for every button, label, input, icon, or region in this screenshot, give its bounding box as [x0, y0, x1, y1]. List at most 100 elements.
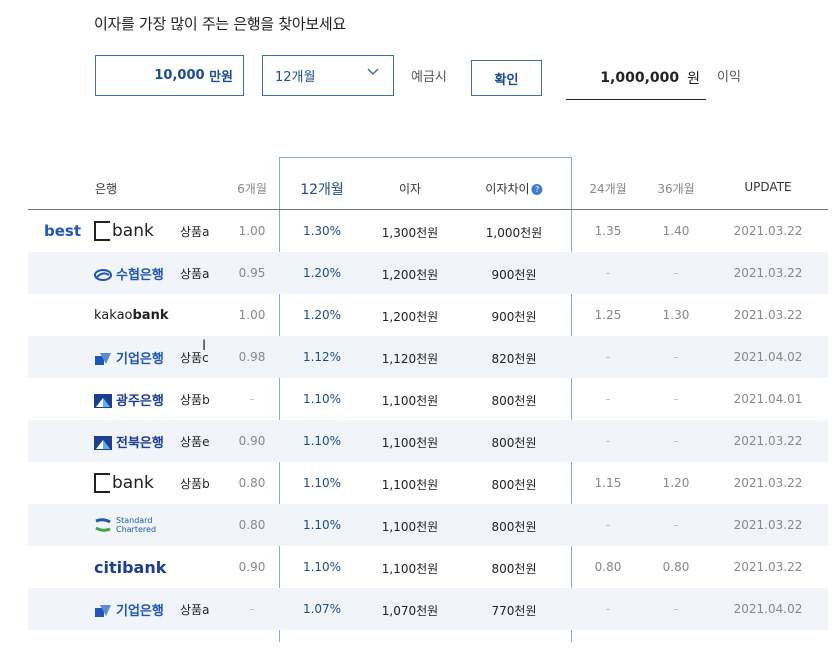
- rate-12m: 1.10%: [302, 434, 342, 448]
- rate-24m: -: [605, 518, 611, 532]
- update-date: 2021.03.22: [733, 224, 803, 238]
- citibank-logo: citibank: [94, 557, 167, 577]
- rate-24m: -: [605, 266, 611, 280]
- rate-12m: 1.10%: [302, 392, 342, 406]
- rate-24m: -: [605, 434, 611, 448]
- interest-amount: 1,300천원: [381, 226, 439, 240]
- suhyup-logo: 수협은행: [94, 264, 164, 283]
- col-update: UPDATE: [744, 180, 792, 194]
- rate-36m: -: [673, 266, 679, 280]
- product-name: 상품b: [180, 477, 210, 491]
- profit-label: 이익: [717, 70, 741, 85]
- best-badge: best: [44, 222, 82, 240]
- rate-6m: 1.00: [238, 224, 266, 238]
- amount-value: 10,000: [154, 68, 205, 83]
- rate-36m: -: [673, 392, 679, 406]
- profit-value: 1,000,000: [600, 69, 680, 86]
- col-diff: 이자차이?: [485, 180, 543, 197]
- product-name: 상품a: [180, 267, 210, 281]
- product-name: 상품b: [180, 393, 210, 407]
- rate-36m: -: [673, 434, 679, 448]
- profit-display: 1,000,000 원: [566, 56, 706, 100]
- info-icon[interactable]: ?: [531, 184, 543, 195]
- rate-6m: -: [249, 392, 255, 406]
- rate-24m: -: [605, 392, 611, 406]
- table-row[interactable]: citibank 0.90 1.10% 1,100천원 800천원 0.80 0.80 202…: [28, 546, 828, 588]
- amount-input[interactable]: 10,000 만원: [95, 55, 244, 96]
- rate-6m: 0.80: [238, 518, 266, 532]
- period-select[interactable]: 12개월: [262, 55, 394, 96]
- interest-diff: 900천원: [491, 310, 537, 324]
- interest-diff: 800천원: [491, 478, 537, 492]
- interest-amount: 1,100천원: [381, 394, 439, 408]
- ibk-logo: 기업은행: [94, 600, 164, 619]
- table-row[interactable]: 전북은행 상품e 0.90 1.10% 1,100천원 800천원 - - 2021.03.22: [28, 420, 828, 462]
- col-6m[interactable]: 6개월: [237, 182, 267, 196]
- rate-12m: 1.20%: [302, 266, 342, 280]
- table-row[interactable]: 기업은행 상품a - 1.07% 1,070천원 770천원 - - 2021.04.02: [28, 588, 828, 630]
- table-row[interactable]: best Kbank 상품a 1.00 1.30% 1,300천원 1,000천원 1.35 1…: [28, 210, 828, 252]
- rate-36m: 1.30: [662, 308, 690, 322]
- update-date: 2021.03.22: [733, 518, 803, 532]
- bank-logo: 수협은행: [94, 252, 164, 294]
- bank-logo: citibank: [94, 546, 166, 588]
- interest-amount: 1,120천원: [381, 352, 439, 366]
- kbank-logo: Kbank: [94, 473, 154, 493]
- rate-6m: 0.90: [238, 560, 266, 574]
- interest-amount: 1,200천원: [381, 310, 439, 324]
- rate-24m: 1.15: [594, 476, 622, 490]
- update-date: 2021.03.22: [733, 476, 803, 490]
- rate-24m: -: [605, 350, 611, 364]
- table-row[interactable]: 기업은행 상품c 0.98 1.12% 1,120천원 820천원 - - 2021.04.02: [28, 336, 828, 378]
- rate-12m: 1.20%: [302, 308, 342, 322]
- bank-logo: Kbank: [94, 210, 154, 252]
- rate-12m: 1.10%: [302, 518, 342, 532]
- interest-diff: 770천원: [491, 604, 537, 618]
- rate-36m: -: [673, 350, 679, 364]
- rate-6m: 0.90: [238, 434, 266, 448]
- table-row[interactable]: 수협은행 상품a 0.95 1.20% 1,200천원 900천원 - - 2021.03.22: [28, 252, 828, 294]
- table-row[interactable]: 광주은행 상품b - 1.10% 1,100천원 800천원 - - 2021.04.01: [28, 378, 828, 420]
- rate-36m: 1.20: [662, 476, 690, 490]
- interest-diff: 800천원: [491, 562, 537, 576]
- update-date: 2021.04.02: [733, 350, 803, 364]
- rate-24m: 1.25: [594, 308, 622, 322]
- chevron-down-icon: [367, 68, 379, 76]
- standard-chartered-logo: Standard Chartered: [94, 516, 156, 534]
- rate-6m: 0.80: [238, 476, 266, 490]
- col-bank: 은행: [94, 182, 118, 196]
- product-name: 상품a: [180, 225, 210, 239]
- rate-12m: 1.07%: [302, 602, 342, 616]
- col-12m[interactable]: 12개월: [300, 182, 344, 198]
- page-title: 이자를 가장 많이 주는 은행을 찾아보세요: [94, 15, 346, 33]
- rate-24m: -: [605, 602, 611, 616]
- col-diff-label: 이자차이: [485, 182, 530, 196]
- jeonbuk-bank-logo: 전북은행: [94, 432, 164, 451]
- rate-36m: -: [673, 518, 679, 532]
- kakaobank-logo: kakaobank: [94, 307, 169, 323]
- interest-diff: 800천원: [491, 520, 537, 534]
- product-name: 상품c: [180, 351, 209, 365]
- col-24m[interactable]: 24개월: [589, 182, 627, 196]
- update-date: 2021.04.02: [733, 602, 803, 616]
- profit-unit: 원: [687, 70, 700, 87]
- interest-diff: 820천원: [491, 352, 537, 366]
- ibk-logo: 기업은행: [94, 348, 164, 367]
- interest-amount: 1,100천원: [381, 478, 439, 492]
- interest-diff: 1,000천원: [485, 226, 543, 240]
- table-row[interactable]: kakaobank 1.00 1.20% 1,200천원 900천원 1.25 1.30 20…: [28, 294, 828, 336]
- interest-amount: 1,070천원: [381, 604, 439, 618]
- kbank-logo: Kbank: [94, 221, 154, 241]
- update-date: 2021.03.22: [733, 560, 803, 574]
- rate-12m: 1.10%: [302, 476, 342, 490]
- table-row[interactable]: Kbank 상품b 0.80 1.10% 1,100천원 800천원 1.15 1.20 202…: [28, 462, 828, 504]
- interest-amount: 1,100천원: [381, 562, 439, 576]
- rate-36m: -: [673, 602, 679, 616]
- col-36m[interactable]: 36개월: [657, 182, 695, 196]
- bank-logo: 기업은행: [94, 336, 164, 378]
- bank-logo: 광주은행: [94, 378, 164, 420]
- bank-logo: 기업은행: [94, 588, 164, 630]
- confirm-button[interactable]: 확인: [471, 60, 542, 96]
- table-row[interactable]: Standard Chartered 0.80 1.10% 1,100천원 800천원 - -…: [28, 504, 828, 546]
- rate-36m: 0.80: [662, 560, 690, 574]
